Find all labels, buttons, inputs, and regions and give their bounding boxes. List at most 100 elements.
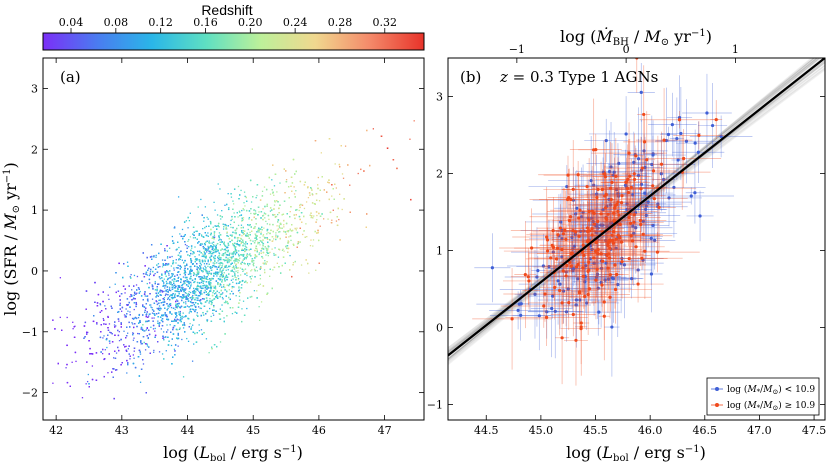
data-point <box>151 284 153 286</box>
data-point <box>291 190 293 192</box>
data-point <box>126 313 128 315</box>
data-point <box>231 252 233 254</box>
data-point <box>182 376 185 378</box>
data-point <box>212 262 214 264</box>
data-point <box>310 239 312 241</box>
data-point <box>117 334 120 337</box>
data-point <box>227 235 229 238</box>
data-point <box>298 209 300 212</box>
data-point <box>161 291 164 293</box>
data-point <box>166 257 169 259</box>
data-point <box>331 219 333 221</box>
data-point <box>149 271 152 273</box>
data-point <box>211 252 214 255</box>
data-point <box>278 248 280 250</box>
data-point <box>219 318 221 320</box>
data-point <box>183 281 185 284</box>
data-point <box>274 247 276 249</box>
data-point <box>196 238 198 240</box>
data-point <box>184 280 187 282</box>
data-point <box>204 253 206 255</box>
data-point <box>172 262 175 264</box>
data-point <box>241 308 243 310</box>
data-point <box>104 305 106 307</box>
data-point <box>237 278 240 281</box>
data-point <box>231 275 234 277</box>
data-point <box>211 242 213 244</box>
data-point <box>198 324 200 326</box>
data-point <box>282 248 284 250</box>
data-point <box>271 179 273 181</box>
data-point <box>253 209 255 211</box>
data-point <box>190 278 192 280</box>
data-point <box>90 353 92 355</box>
data-point <box>169 303 172 305</box>
data-point <box>117 329 119 332</box>
data-point <box>169 324 171 326</box>
data-point <box>191 360 194 362</box>
data-point <box>205 257 207 259</box>
data-point <box>244 256 247 259</box>
data-point <box>235 266 237 268</box>
data-point <box>217 248 219 251</box>
data-point <box>209 246 211 248</box>
data-point <box>248 210 251 212</box>
data-point <box>193 343 195 345</box>
data-point <box>232 226 234 229</box>
data-point <box>235 282 238 285</box>
data-point <box>123 330 125 332</box>
data-point <box>214 225 216 227</box>
data-point <box>166 278 169 281</box>
data-point <box>194 278 196 281</box>
data-point <box>372 128 374 130</box>
data-point <box>278 227 281 229</box>
data-point <box>176 300 179 302</box>
data-point <box>276 229 278 232</box>
data-point <box>225 259 227 262</box>
data-point <box>218 232 221 234</box>
data-point <box>194 256 196 258</box>
data-point <box>198 299 200 301</box>
data-point <box>308 272 310 274</box>
data-point <box>246 256 248 258</box>
data-point <box>177 319 179 321</box>
data-point <box>240 254 242 256</box>
data-point <box>196 258 198 260</box>
data-point <box>52 382 54 384</box>
data-point <box>232 307 234 309</box>
data-point <box>200 198 202 201</box>
data-point <box>226 260 229 262</box>
data-point <box>251 261 253 263</box>
data-point <box>244 268 247 270</box>
data-point <box>309 194 311 196</box>
data-point <box>191 279 194 281</box>
data-point <box>175 249 178 251</box>
data-point <box>101 352 104 355</box>
data-point <box>276 262 279 264</box>
data-point <box>189 212 191 214</box>
data-point <box>127 332 129 334</box>
data-point <box>235 252 238 254</box>
data-point <box>186 245 188 247</box>
data-point <box>213 309 215 311</box>
data-point <box>191 304 193 307</box>
data-point <box>197 303 199 305</box>
data-point <box>238 286 240 288</box>
data-point <box>267 247 269 250</box>
data-point <box>275 238 277 241</box>
data-point <box>193 309 195 311</box>
data-point <box>158 252 160 255</box>
data-point <box>152 328 155 330</box>
data-point <box>234 250 236 252</box>
data-point <box>178 311 180 313</box>
data-point <box>320 152 322 154</box>
data-point <box>238 287 240 289</box>
data-point <box>157 266 159 268</box>
data-point <box>158 309 161 312</box>
data-point <box>114 350 116 352</box>
data-point <box>153 349 155 352</box>
data-point <box>255 212 257 215</box>
data-point <box>154 289 157 291</box>
data-point <box>310 212 312 214</box>
